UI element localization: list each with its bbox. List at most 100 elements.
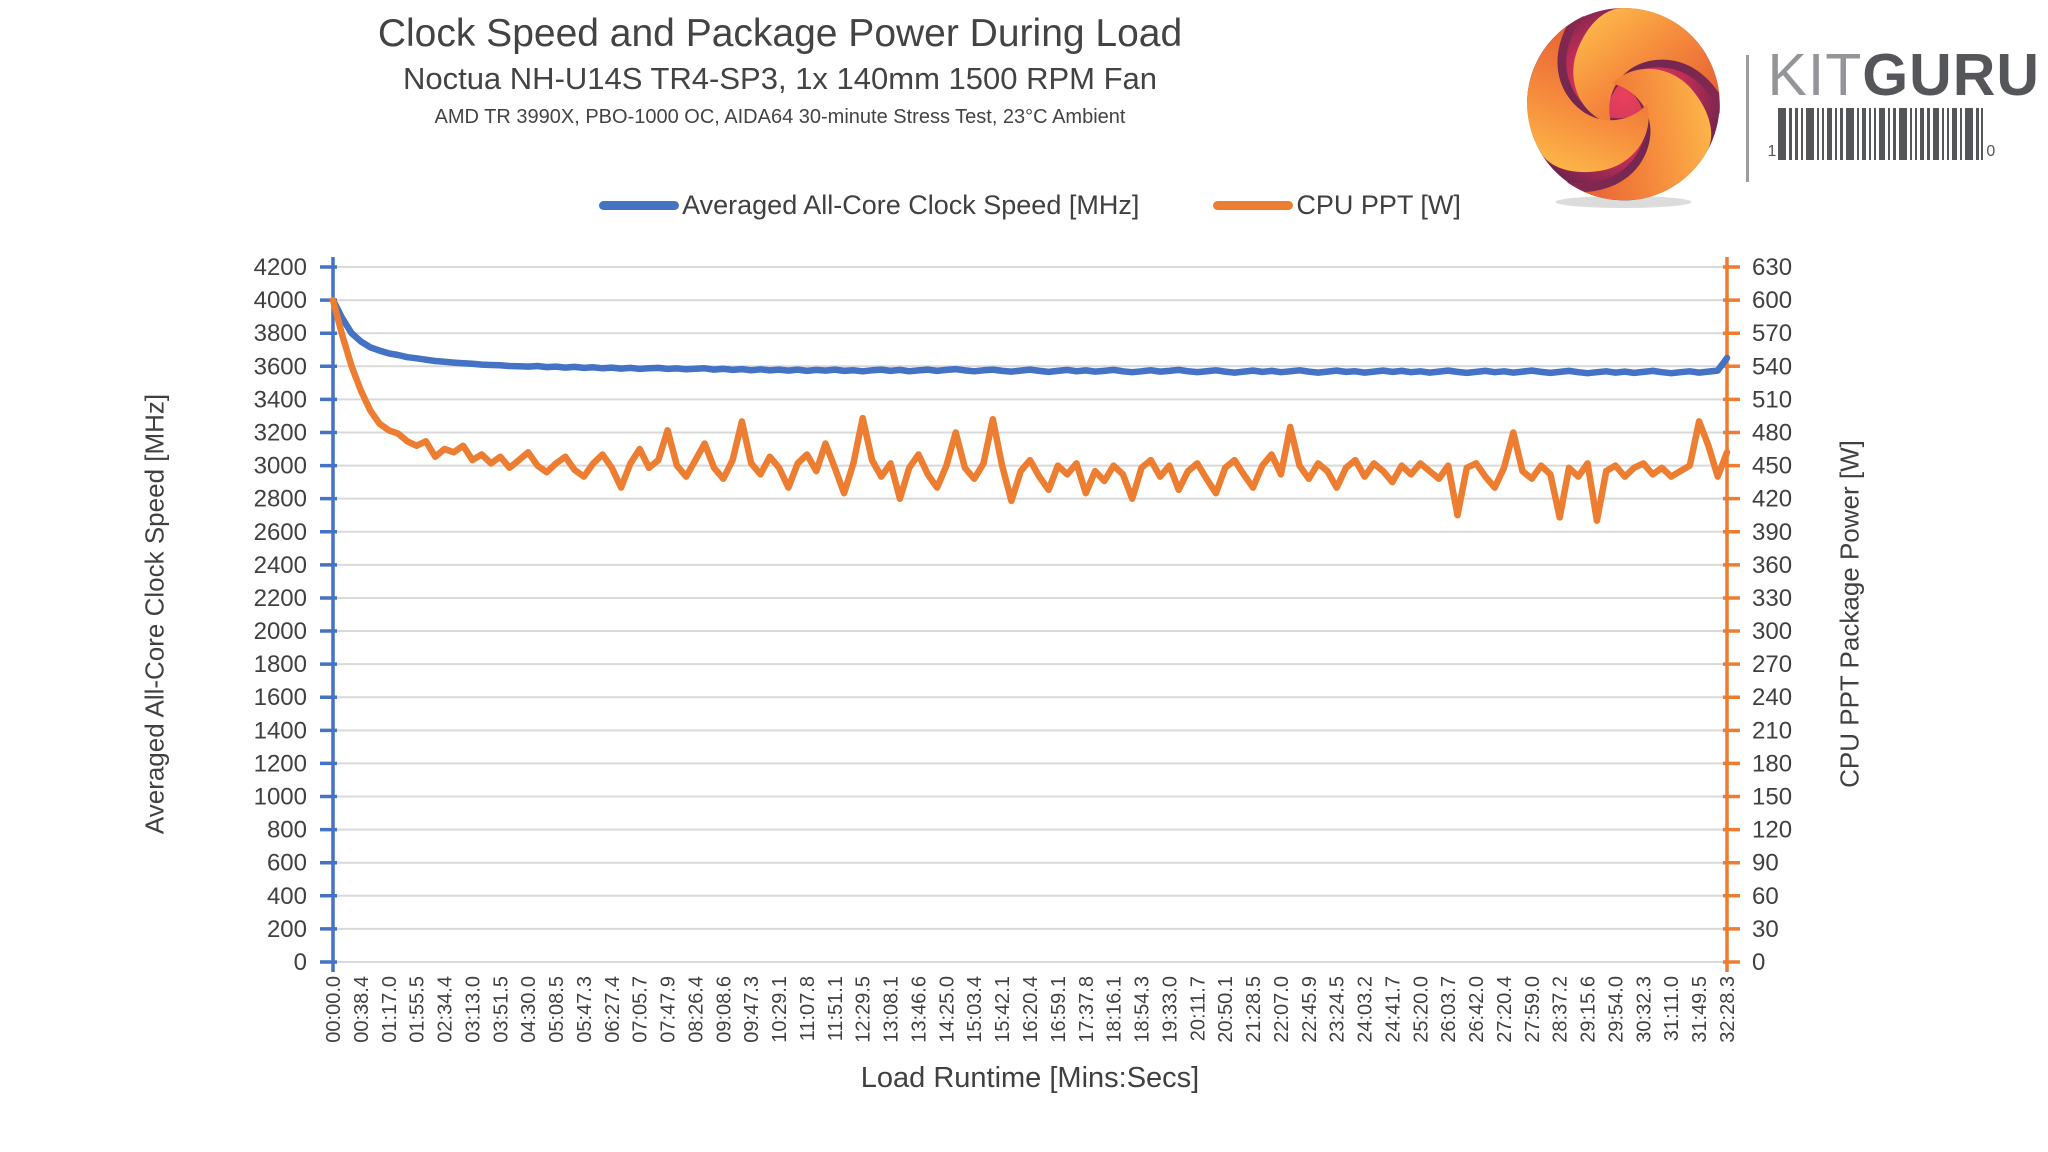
kitguru-orb-icon <box>1527 8 1721 208</box>
x-tick-label: 20:11.7 <box>1187 976 1209 1041</box>
logo-kit-text: KIT <box>1767 42 1863 108</box>
right-tick-label: 450 <box>1752 453 1792 480</box>
x-tick-label: 15:03.4 <box>964 976 986 1043</box>
x-tick-label: 13:08.1 <box>881 976 903 1043</box>
x-tick-label: 27:59.0 <box>1522 976 1544 1043</box>
right-tick-label: 210 <box>1752 717 1792 744</box>
left-tick-label: 2800 <box>254 486 307 513</box>
x-tick-label: 01:17.0 <box>379 976 401 1043</box>
x-tick-label: 05:08.5 <box>546 976 568 1043</box>
x-tick-label: 16:20.4 <box>1020 976 1042 1043</box>
x-tick-label: 08:26.4 <box>685 976 707 1043</box>
cpu-ppt-legend-swatch <box>1213 201 1294 210</box>
x-tick-label: 03:51.5 <box>490 976 512 1043</box>
x-tick-label: 22:07.0 <box>1271 976 1293 1043</box>
right-tick-label: 300 <box>1752 618 1792 645</box>
logo-barcode-row: 1 0 <box>1767 108 2040 160</box>
right-tick-label: 630 <box>1752 254 1792 281</box>
left-tick-label: 3000 <box>254 453 307 480</box>
kitguru-logo: KITGURU 1 0 <box>1521 4 2040 209</box>
x-tick-label: 11:51.1 <box>825 976 847 1041</box>
right-tick-label: 240 <box>1752 684 1792 711</box>
left-tick-label: 600 <box>267 850 307 877</box>
right-tick-label: 150 <box>1752 784 1792 811</box>
x-tick-labels: 00:00.0 00:38.4 01:17.0 01:55.5 02:34.4 03:13… <box>323 976 1739 1043</box>
left-tick-label: 1400 <box>254 717 307 744</box>
right-tick-label: 120 <box>1752 817 1792 844</box>
x-tick-label: 16:59.1 <box>1048 976 1070 1043</box>
right-tick-label: 0 <box>1752 949 1765 976</box>
x-tick-label: 22:45.9 <box>1299 976 1321 1043</box>
legend-item-clock-speed: Averaged All-Core Clock Speed [MHz] <box>599 190 1139 221</box>
x-tick-label: 06:27.4 <box>602 976 624 1043</box>
left-tick-label: 0 <box>294 949 307 976</box>
x-tick-label: 32:28.3 <box>1717 976 1739 1043</box>
x-tick-label: 24:03.2 <box>1355 976 1377 1043</box>
left-tick-label: 1200 <box>254 750 307 777</box>
logo-guru-text: GURU <box>1862 42 2040 108</box>
x-tick-label: 09:47.3 <box>741 976 763 1043</box>
cpu-ppt-series-line <box>329 296 1731 524</box>
x-tick-label: 29:15.6 <box>1578 976 1600 1043</box>
x-tick-label: 13:46.6 <box>908 976 930 1043</box>
cpu-ppt-legend-label: CPU PPT [W] <box>1296 190 1461 220</box>
right-tick-label: 90 <box>1752 850 1779 877</box>
x-tick-label: 23:24.5 <box>1327 976 1349 1043</box>
right-tick-label: 420 <box>1752 486 1792 513</box>
left-tick-label: 2000 <box>254 618 307 645</box>
gridlines <box>333 266 1727 963</box>
x-tick-label: 26:42.0 <box>1466 976 1488 1043</box>
chart-title: Clock Speed and Package Power During Loa… <box>377 12 1183 55</box>
x-tick-label: 00:38.4 <box>351 976 373 1043</box>
right-tick-label: 510 <box>1752 386 1792 413</box>
x-tick-label: 00:00.0 <box>323 976 345 1043</box>
x-tick-label: 26:03.7 <box>1438 976 1460 1043</box>
left-tick-label: 1800 <box>254 651 307 678</box>
x-tick-label: 30:32.3 <box>1633 976 1655 1043</box>
left-tick-label: 4000 <box>254 287 307 314</box>
right-tick-label: 360 <box>1752 552 1792 579</box>
barcode-left-digit: 1 <box>1767 143 1777 160</box>
clock-speed-series-line <box>329 296 1731 377</box>
right-tick-label: 180 <box>1752 750 1792 777</box>
right-tick-label: 270 <box>1752 651 1792 678</box>
x-tick-label: 21:28.5 <box>1243 976 1265 1043</box>
left-tick-label: 2200 <box>254 585 307 612</box>
left-tick-label: 400 <box>267 883 307 910</box>
left-tick-label: 200 <box>267 916 307 943</box>
x-tick-label: 09:08.6 <box>713 976 735 1043</box>
x-tick-label: 03:13.0 <box>462 976 484 1043</box>
x-tick-label: 11:07.8 <box>797 976 819 1041</box>
logo-text-block: KITGURU 1 0 <box>1767 46 2040 160</box>
right-tick-label: 600 <box>1752 287 1792 314</box>
title-block: Clock Speed and Package Power During Loa… <box>0 12 1560 128</box>
x-tick-label: 05:47.3 <box>574 976 596 1043</box>
x-tick-label: 07:05.7 <box>630 976 652 1043</box>
left-tick-label: 3600 <box>254 353 307 380</box>
chart-details: AMD TR 3990X, PBO-1000 OC, AIDA64 30-min… <box>434 105 1126 128</box>
x-tick-label: 27:20.4 <box>1494 976 1516 1043</box>
logo-wordmark: KITGURU <box>1767 46 2040 105</box>
left-tick-label: 3800 <box>254 320 307 347</box>
logo-separator <box>1746 55 1750 182</box>
left-axis-title: Averaged All-Core Clock Speed [MHz] <box>139 393 170 835</box>
left-tick-label: 800 <box>267 817 307 844</box>
right-tick-label: 480 <box>1752 419 1792 446</box>
right-tick-label: 330 <box>1752 585 1792 612</box>
x-tick-label: 28:37.2 <box>1550 976 1572 1043</box>
x-tick-label: 29:54.0 <box>1605 976 1627 1043</box>
x-tick-label: 18:54.3 <box>1132 976 1154 1043</box>
left-axis: 4200400038003600340032003000280026002400… <box>254 254 337 976</box>
x-tick-label: 01:55.5 <box>407 976 429 1043</box>
left-tick-label: 1000 <box>254 784 307 811</box>
right-tick-label: 390 <box>1752 519 1792 546</box>
x-tick-label: 07:47.9 <box>658 976 680 1043</box>
x-tick-label: 17:37.8 <box>1076 976 1098 1043</box>
legend-item-cpu-ppt: CPU PPT [W] <box>1213 190 1461 221</box>
x-tick-label: 31:49.5 <box>1689 976 1711 1043</box>
chart-legend: Averaged All-Core Clock Speed [MHz] CPU … <box>333 190 1727 221</box>
barcode-icon <box>1778 108 1984 160</box>
x-tick-label: 14:25.0 <box>936 976 958 1043</box>
left-tick-label: 3400 <box>254 386 307 413</box>
